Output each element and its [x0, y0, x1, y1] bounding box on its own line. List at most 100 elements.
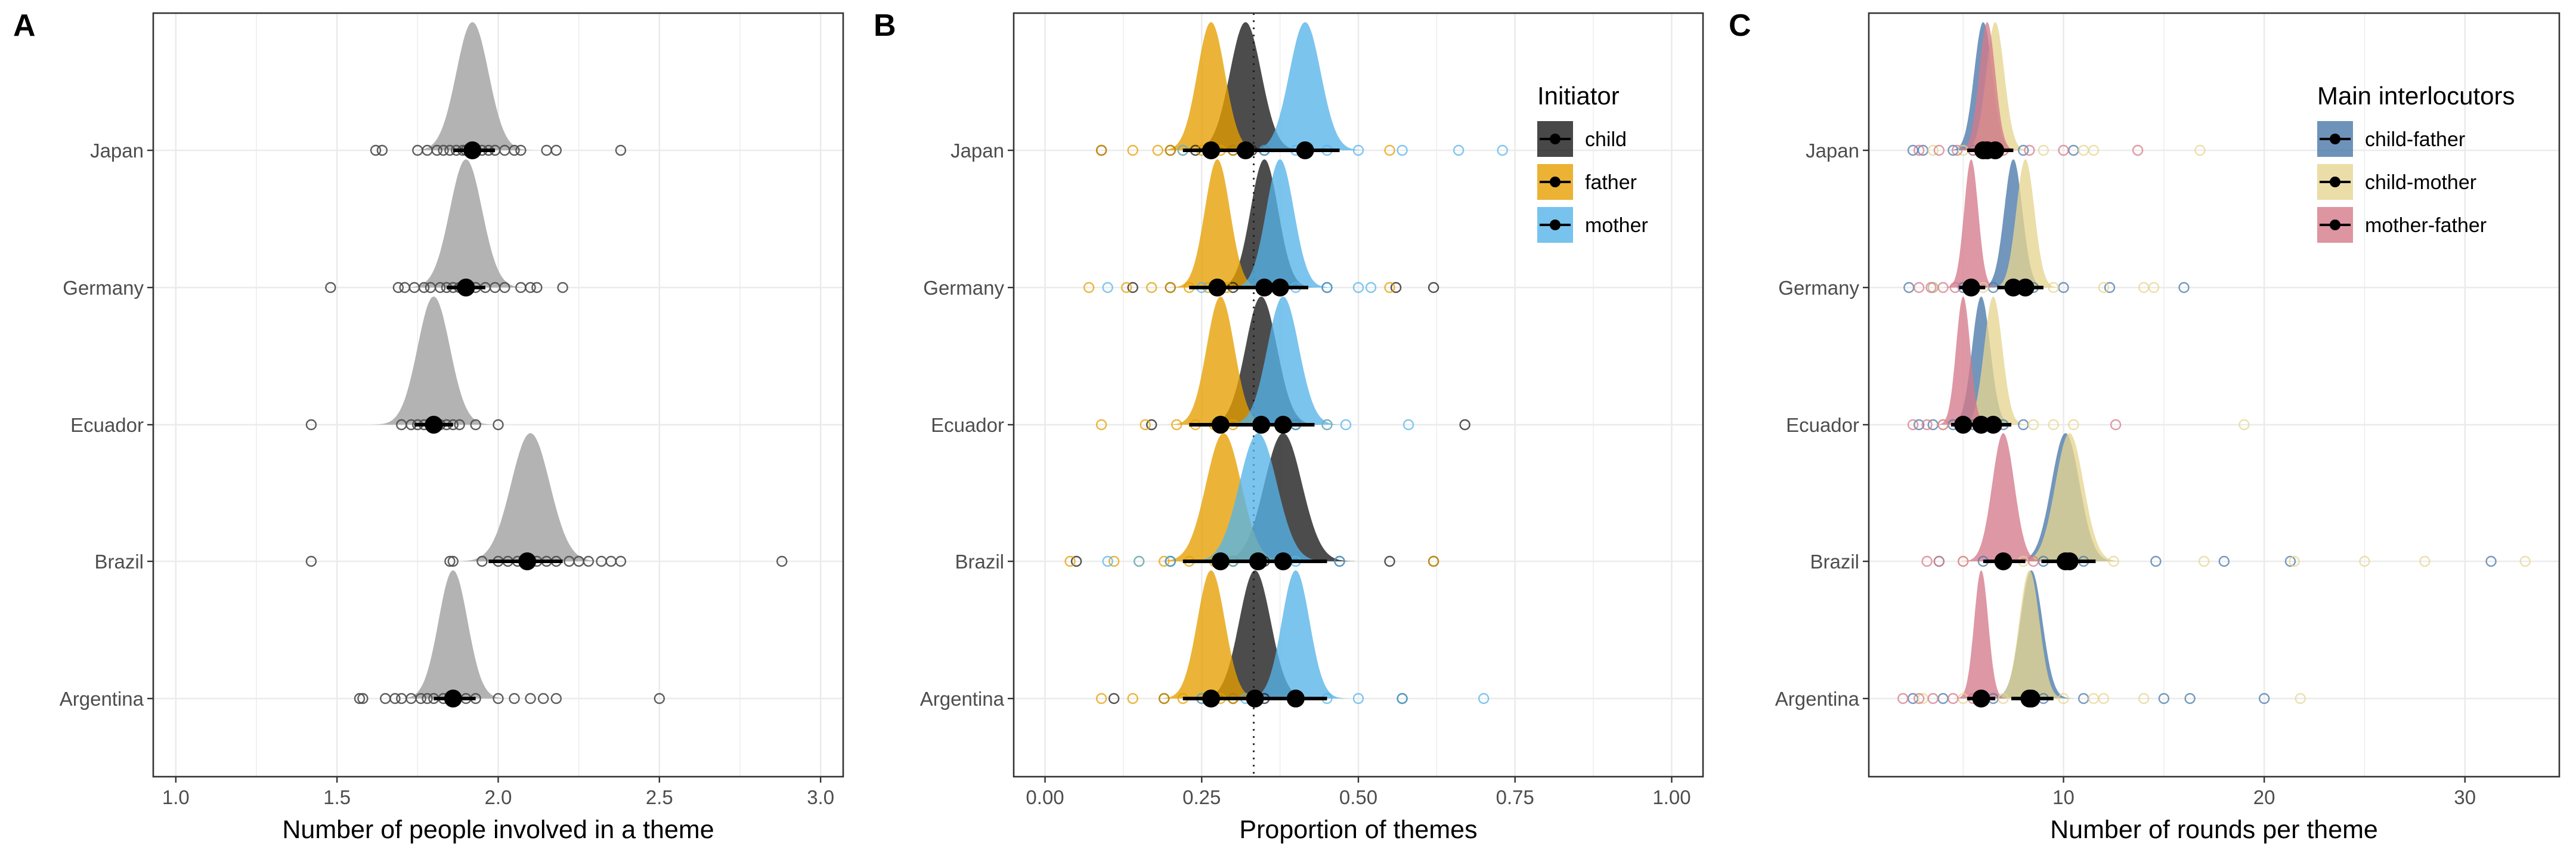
y-tick-label: Brazil	[955, 551, 1004, 573]
observed-point	[1095, 693, 1107, 704]
observed-point	[2132, 144, 2144, 156]
legend-title: Initiator	[1537, 82, 1620, 110]
x-axis-title: Proportion of themes	[1239, 815, 1477, 844]
observed-point	[1352, 693, 1364, 704]
legend: Initiator child father mother	[1537, 82, 1648, 243]
observed-point	[1913, 282, 1925, 293]
mean-point	[1962, 279, 1980, 296]
observed-point	[525, 282, 536, 293]
observed-point	[2295, 693, 2306, 704]
observed-point	[1140, 419, 1151, 431]
observed-point	[2289, 555, 2300, 567]
mean-point	[1271, 279, 1289, 296]
panel-border	[1868, 12, 2560, 778]
observed-point	[1913, 693, 1925, 704]
observed-point	[2258, 693, 2270, 704]
x-tick-label: 0.50	[1339, 786, 1377, 808]
observed-point	[1384, 144, 1395, 156]
observed-point	[2018, 144, 2029, 156]
density-father-Ecuador	[1168, 296, 1273, 425]
panel-A: A Japan Germany Ecuador Brazil Argentina 1.0 1.…	[13, 8, 844, 844]
density-child-Ecuador	[1202, 296, 1321, 425]
density-mother-Brazil	[1187, 433, 1330, 561]
mean-point	[1236, 141, 1255, 159]
mean-point	[1978, 141, 1996, 159]
observed-point	[1937, 282, 1949, 293]
density-father-Japan	[1159, 22, 1264, 150]
mean-point	[425, 416, 443, 434]
mean-point	[1954, 416, 1973, 434]
observed-point	[499, 282, 510, 293]
observed-point	[1897, 693, 1909, 704]
observed-point	[2194, 144, 2206, 156]
density-child-father-Ecuador	[1946, 296, 2016, 425]
observed-point	[1927, 144, 1939, 156]
panel-letter: A	[13, 8, 36, 43]
observed-point	[2359, 555, 2370, 567]
y-tick-label: Germany	[63, 277, 144, 299]
observed-point	[1402, 419, 1414, 431]
y-tick-label: Ecuador	[70, 414, 144, 436]
observed-point	[1913, 419, 1925, 431]
observed-point	[2184, 693, 2196, 704]
legend-label: father	[1585, 171, 1637, 194]
observed-point	[2027, 419, 2039, 431]
mean-point	[2016, 279, 2035, 296]
observed-point	[357, 693, 369, 704]
y-tick-label: Argentina	[60, 688, 144, 710]
observed-point	[2068, 419, 2079, 431]
density-child-mother-Ecuador	[1959, 296, 2028, 425]
observed-point	[1340, 419, 1352, 431]
observed-point	[1384, 282, 1395, 293]
observed-point	[1321, 282, 1333, 293]
observed-point	[1171, 419, 1182, 431]
mean-point	[1208, 279, 1227, 296]
observed-point	[1321, 419, 1333, 431]
density-child-Argentina	[1195, 570, 1315, 699]
observed-point	[2058, 144, 2069, 156]
density-mother-Japan	[1245, 22, 1365, 150]
observed-point	[1478, 693, 1490, 704]
observed-point	[415, 693, 426, 704]
observed-point	[1095, 419, 1107, 431]
panel-B: B Japan Germany Ecuador Brazil Argentina 0.00 0…	[874, 8, 1704, 844]
observed-point	[1453, 144, 1465, 156]
observed-point	[1152, 144, 1163, 156]
observed-point	[1127, 282, 1138, 293]
mean-point	[2060, 552, 2079, 570]
observed-point	[1108, 693, 1120, 704]
observed-point	[1352, 282, 1364, 293]
x-axis-title: Number of people involved in a theme	[282, 815, 714, 844]
density-mother-Ecuador	[1224, 296, 1343, 425]
density-child-Brazil	[1212, 433, 1355, 561]
observed-point	[444, 555, 456, 567]
observed-point	[509, 144, 520, 156]
observed-point	[2108, 555, 2119, 567]
legend-label: mother-father	[2365, 214, 2487, 237]
mean-point	[1249, 552, 1267, 570]
observed-point	[557, 282, 568, 293]
observed-point	[1159, 555, 1170, 567]
observed-point	[1927, 693, 1939, 704]
y-tick-label: Ecuador	[1786, 414, 1859, 436]
mean-point	[1972, 690, 1990, 707]
observed-point	[1948, 693, 1959, 704]
x-tick-label: 0.25	[1182, 786, 1221, 808]
density-mother-Argentina	[1243, 570, 1348, 699]
observed-point	[447, 555, 459, 567]
observed-point	[1108, 555, 1120, 567]
y-tick-label: Brazil	[1810, 551, 1859, 573]
mean-point	[518, 552, 537, 570]
y-tick-label: Argentina	[920, 688, 1005, 710]
density-all-Argentina	[398, 570, 509, 699]
observed-point	[1120, 282, 1132, 293]
observed-point	[1159, 693, 1170, 704]
observed-point	[1497, 144, 1508, 156]
observed-point	[1102, 555, 1113, 567]
observed-point	[325, 282, 336, 293]
observed-point	[2098, 693, 2110, 704]
mean-point	[1211, 416, 1230, 434]
observed-point	[418, 282, 430, 293]
observed-point	[1459, 419, 1470, 431]
